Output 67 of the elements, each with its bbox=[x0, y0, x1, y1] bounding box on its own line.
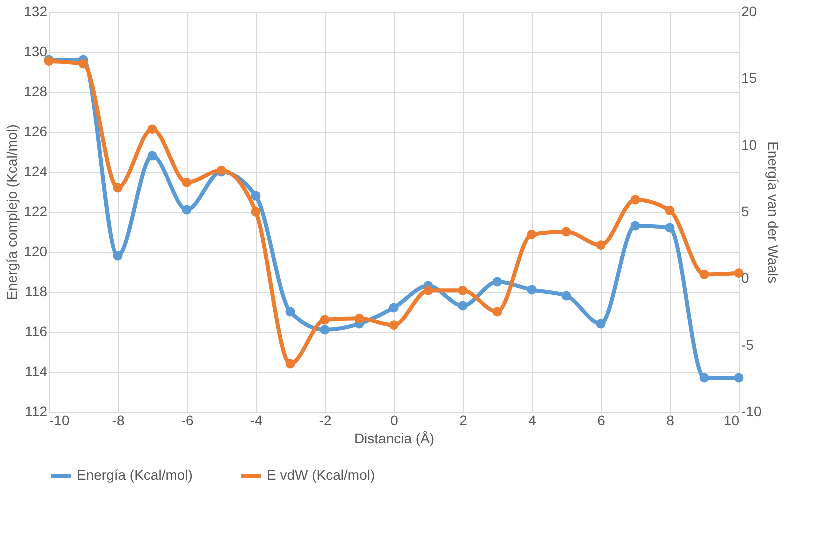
point bbox=[424, 286, 434, 296]
point bbox=[630, 195, 640, 205]
x-tick-label: 8 bbox=[666, 412, 675, 428]
x-axis-title: Distancia (Å) bbox=[354, 430, 435, 446]
point bbox=[700, 270, 710, 280]
point bbox=[113, 183, 123, 193]
x-tick-label: 4 bbox=[528, 412, 537, 428]
x-tick-label: -10 bbox=[50, 412, 70, 428]
y-axis-title: Energía complejo (Kcal/mol) bbox=[4, 124, 20, 300]
point bbox=[286, 359, 296, 369]
legend-label: E vdW (Kcal/mol) bbox=[267, 467, 376, 483]
point bbox=[182, 205, 192, 215]
point bbox=[320, 325, 330, 335]
point bbox=[389, 320, 399, 330]
y2-tick-label: 0 bbox=[742, 270, 750, 286]
point bbox=[148, 124, 158, 134]
point bbox=[286, 307, 296, 317]
point bbox=[251, 191, 261, 201]
legend-label: Energía (Kcal/mol) bbox=[77, 467, 193, 483]
y-tick-label: 116 bbox=[25, 324, 48, 340]
x-tick-label: -8 bbox=[112, 412, 125, 428]
point bbox=[148, 151, 158, 161]
x-tick-label: -4 bbox=[250, 412, 263, 428]
point bbox=[492, 277, 502, 287]
y-tick-label: 130 bbox=[24, 44, 48, 60]
point bbox=[596, 319, 606, 329]
y2-axis-title: Energía van der Waals bbox=[766, 142, 782, 284]
y2-tick-label: 5 bbox=[742, 204, 750, 220]
y-tick-label: 112 bbox=[25, 404, 48, 420]
y-tick-label: 122 bbox=[24, 204, 48, 220]
point bbox=[458, 301, 468, 311]
point bbox=[458, 286, 468, 296]
point bbox=[354, 314, 364, 324]
point bbox=[78, 59, 88, 69]
y-tick-label: 114 bbox=[25, 364, 48, 380]
point bbox=[527, 285, 537, 295]
point bbox=[182, 178, 192, 188]
point bbox=[562, 291, 572, 301]
y2-tick-label: 10 bbox=[742, 136, 758, 153]
point bbox=[562, 227, 572, 237]
x-tick-label: 0 bbox=[390, 412, 399, 428]
x-tick-label: 6 bbox=[598, 412, 606, 428]
y-tick-label: 128 bbox=[24, 84, 48, 100]
x-tick-label: 10 bbox=[724, 412, 740, 428]
point bbox=[527, 230, 537, 240]
point bbox=[665, 223, 675, 233]
point bbox=[630, 221, 640, 231]
x-tick-label: 2 bbox=[460, 412, 468, 428]
x-tick-label: -2 bbox=[319, 412, 332, 428]
point bbox=[113, 251, 123, 261]
y-tick-label: 118 bbox=[25, 284, 48, 300]
y-tick-label: 126 bbox=[24, 124, 48, 140]
point bbox=[251, 207, 261, 217]
point bbox=[389, 303, 399, 313]
y-tick-label: 132 bbox=[24, 4, 48, 20]
point bbox=[320, 315, 330, 325]
point bbox=[700, 373, 710, 383]
point bbox=[596, 240, 606, 250]
point bbox=[665, 206, 675, 216]
y-tick-label: 120 bbox=[24, 244, 48, 260]
x-tick-label: -6 bbox=[181, 412, 194, 428]
y2-tick-label: 20 bbox=[742, 4, 758, 20]
y-tick-label: 124 bbox=[24, 164, 48, 180]
y2-tick-label: -5 bbox=[742, 336, 754, 353]
point bbox=[734, 373, 744, 383]
y2-tick-label: 15 bbox=[742, 70, 758, 86]
point bbox=[492, 307, 502, 317]
